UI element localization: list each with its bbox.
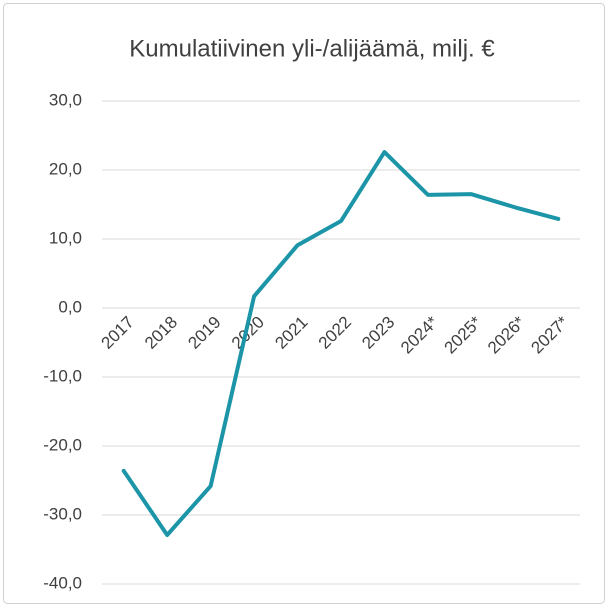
chart-border <box>3 3 605 604</box>
y-tick-label: 10,0 <box>49 228 82 247</box>
y-tick-label: -20,0 <box>43 435 82 454</box>
y-tick-label: 20,0 <box>49 159 82 178</box>
y-tick-label: 0,0 <box>58 297 82 316</box>
y-tick-label: -10,0 <box>43 366 82 385</box>
y-tick-label: 30,0 <box>49 90 82 109</box>
chart-title: Kumulatiivinen yli-/alijäämä, milj. € <box>129 35 495 62</box>
data-line <box>121 150 561 538</box>
y-tick-label: -40,0 <box>43 573 82 592</box>
y-tick-label: -30,0 <box>43 504 82 523</box>
